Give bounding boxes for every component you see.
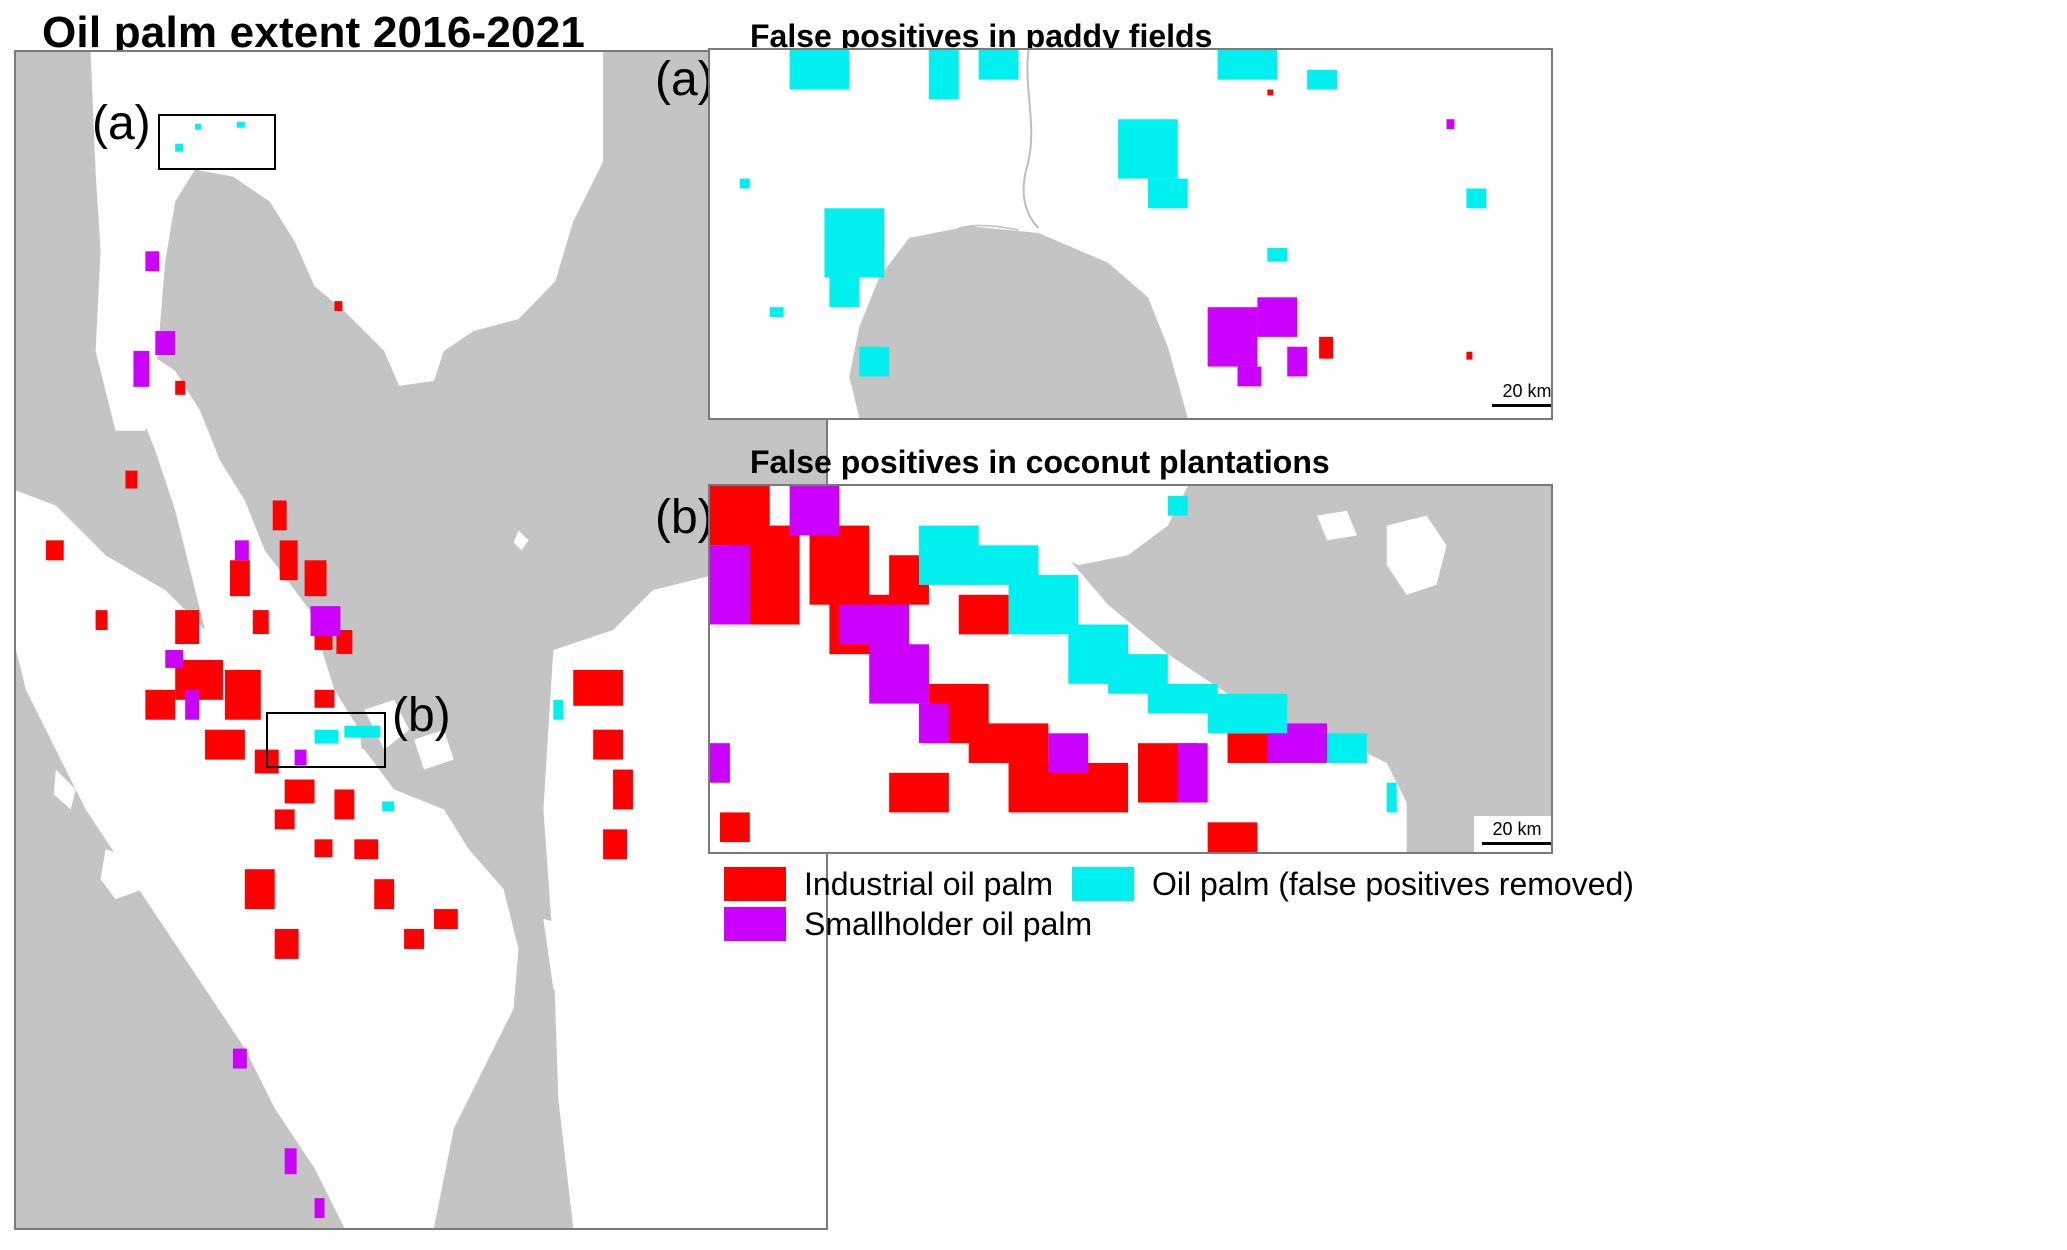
panel-b-industrial (710, 486, 1288, 852)
panel-b-false-positives (919, 495, 1397, 813)
inset-box-b (266, 712, 386, 768)
panel-a-smallholder (1207, 119, 1455, 387)
panel-b-letter: (b) (655, 491, 714, 544)
legend-false-positive-swatch (1072, 867, 1134, 901)
legend-false-positive: Oil palm (false positives removed) (1072, 864, 1634, 904)
false-positive-overview (175, 121, 564, 812)
overview-map-canvas (16, 52, 826, 1228)
smallholder-oil-palm-overview (133, 251, 341, 1219)
legend-industrial-label: Industrial oil palm (804, 865, 1053, 902)
panel-a-scale-label: 20 km (1502, 381, 1552, 401)
figure-title: Oil palm extent 2016-2021 (42, 8, 586, 57)
legend-smallholder-swatch (724, 907, 786, 941)
panel-b-title: False positives in coconut plantations (750, 444, 1330, 480)
panel-a-scale-bar (1492, 404, 1551, 407)
panel-a-false-positives (739, 50, 1487, 377)
panel-a-scalebar: 20 km (1484, 378, 1552, 414)
panel-a-map: 20 km (708, 48, 1553, 420)
panel-b-island (1386, 515, 1447, 595)
overview-map (14, 50, 828, 1230)
legend-false-positive-label: Oil palm (false positives removed) (1152, 865, 1634, 902)
panel-a-canvas (710, 50, 1551, 418)
legend-smallholder: Smallholder oil palm (724, 904, 1092, 944)
legend-smallholder-label: Smallholder oil palm (804, 905, 1093, 942)
overview-inset-a-label: (a) (92, 97, 151, 150)
panel-b-scale-label: 20 km (1492, 819, 1542, 839)
panel-b-smallholder (710, 486, 1328, 803)
indochina-landmass (90, 52, 604, 431)
panel-b-scale-bar (1482, 842, 1551, 845)
industrial-oil-palm-overview (45, 301, 633, 959)
landmass (16, 52, 826, 1228)
legend-industrial-swatch (724, 867, 786, 901)
overview-inset-b-label: (b) (392, 689, 451, 742)
sumatra-landmass (16, 490, 519, 1228)
inset-box-a (158, 114, 276, 170)
panel-a-land (710, 50, 1551, 418)
panel-a-letter: (a) (655, 53, 714, 106)
legend-industrial: Industrial oil palm (724, 864, 1053, 904)
panel-b-scalebar: 20 km (1474, 816, 1551, 852)
panel-b-canvas (710, 486, 1447, 852)
panel-b-map: 20 km (708, 484, 1553, 854)
panel-a-industrial (1267, 89, 1473, 360)
